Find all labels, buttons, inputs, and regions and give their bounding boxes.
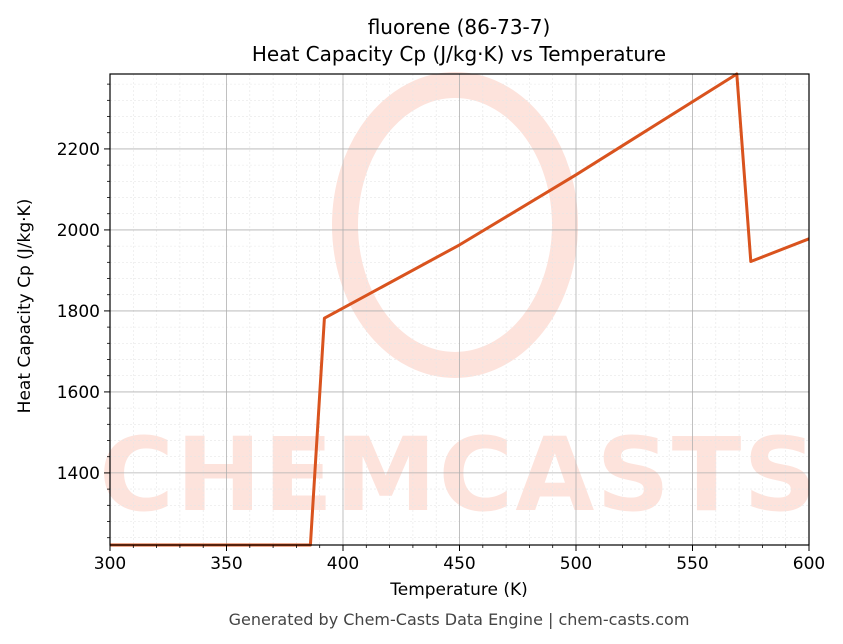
- x-tick-label: 600: [793, 554, 825, 574]
- y-axis: 1400 1600 1800 2000 2200: [57, 83, 110, 539]
- x-axis: 300 350 400 450 500 550 600: [94, 545, 825, 574]
- x-tick-label: 350: [210, 554, 242, 574]
- watermark: CHEMCASTS: [99, 72, 819, 535]
- watermark-logo-ring: [332, 72, 578, 378]
- chart-title: fluorene (86-73-7): [368, 15, 551, 39]
- x-tick-label: 400: [327, 554, 359, 574]
- chart-subtitle: Heat Capacity Cp (J/kg·K) vs Temperature: [252, 42, 666, 66]
- y-axis-label: Heat Capacity Cp (J/kg·K): [15, 199, 35, 414]
- x-tick-label: 300: [94, 554, 126, 574]
- y-tick-label: 1800: [57, 302, 100, 322]
- x-axis-label: Temperature (K): [389, 580, 528, 600]
- x-tick-label: 550: [676, 554, 708, 574]
- footer-credit: Generated by Chem-Casts Data Engine | ch…: [229, 610, 690, 629]
- x-tick-label: 500: [560, 554, 592, 574]
- y-tick-label: 2000: [57, 221, 100, 241]
- series-layer: [110, 72, 810, 547]
- x-tick-label: 450: [443, 554, 475, 574]
- watermark-text: CHEMCASTS: [99, 416, 819, 535]
- y-tick-label: 1400: [57, 464, 100, 484]
- series-line: [110, 72, 810, 547]
- y-tick-label: 1600: [57, 383, 100, 403]
- y-tick-label: 2200: [57, 140, 100, 160]
